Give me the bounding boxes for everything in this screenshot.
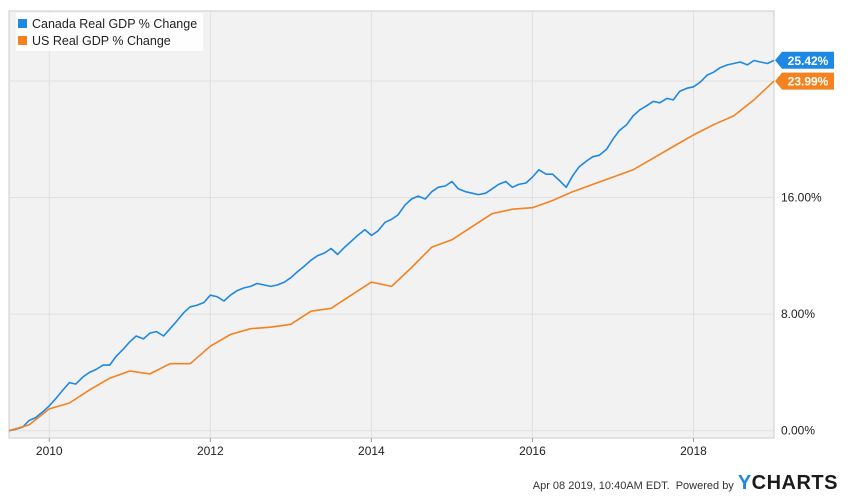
series-layer bbox=[8, 59, 775, 432]
powered-by-text: Powered by bbox=[675, 480, 734, 492]
legend: Canada Real GDP % Change US Real GDP % C… bbox=[16, 13, 204, 51]
us-end-label: 23.99% bbox=[775, 72, 834, 90]
end-label-text: 25.42% bbox=[788, 54, 829, 68]
end-label-layer: 25.42% 23.99% bbox=[775, 51, 834, 90]
legend-label-us: US Real GDP % Change bbox=[32, 33, 171, 48]
us-series-line bbox=[8, 80, 775, 432]
x-tick-label: 2016 bbox=[519, 444, 546, 458]
legend-swatch-us bbox=[18, 36, 27, 45]
legend-item-canada[interactable]: Canada Real GDP % Change bbox=[18, 15, 197, 32]
x-tick-label: 2018 bbox=[680, 444, 707, 458]
canada-series-line bbox=[8, 59, 775, 432]
y-tick-label: 16.00% bbox=[781, 191, 822, 205]
plot-area bbox=[8, 10, 775, 439]
axis-layer: 2010 2012 2014 2016 2018 0.00% 8.00% 16.00% bbox=[36, 191, 822, 458]
legend-label-canada: Canada Real GDP % Change bbox=[32, 16, 198, 31]
x-tick-label: 2010 bbox=[36, 444, 63, 458]
footer: Apr 08 2019, 10:40AM EDT. Powered by YCH… bbox=[533, 472, 838, 495]
end-label-badge bbox=[775, 51, 834, 69]
ycharts-logo-text: CHARTS bbox=[751, 472, 838, 494]
timestamp: Apr 08 2019, 10:40AM EDT. bbox=[532, 480, 670, 492]
end-label-badge bbox=[775, 72, 834, 90]
canada-end-label: 25.42% bbox=[775, 51, 834, 69]
y-tick-label: 0.00% bbox=[781, 424, 815, 438]
grid-layer bbox=[9, 11, 774, 438]
y-tick-label: 8.00% bbox=[781, 307, 815, 321]
x-tick-label: 2014 bbox=[358, 444, 385, 458]
x-tick-label: 2012 bbox=[197, 444, 224, 458]
legend-swatch-canada bbox=[18, 19, 27, 28]
ycharts-logo-y: Y bbox=[737, 472, 752, 494]
end-label-text: 23.99% bbox=[788, 75, 829, 89]
ycharts-logo[interactable]: YCHARTS bbox=[738, 472, 838, 495]
legend-item-us[interactable]: US Real GDP % Change bbox=[18, 32, 197, 49]
